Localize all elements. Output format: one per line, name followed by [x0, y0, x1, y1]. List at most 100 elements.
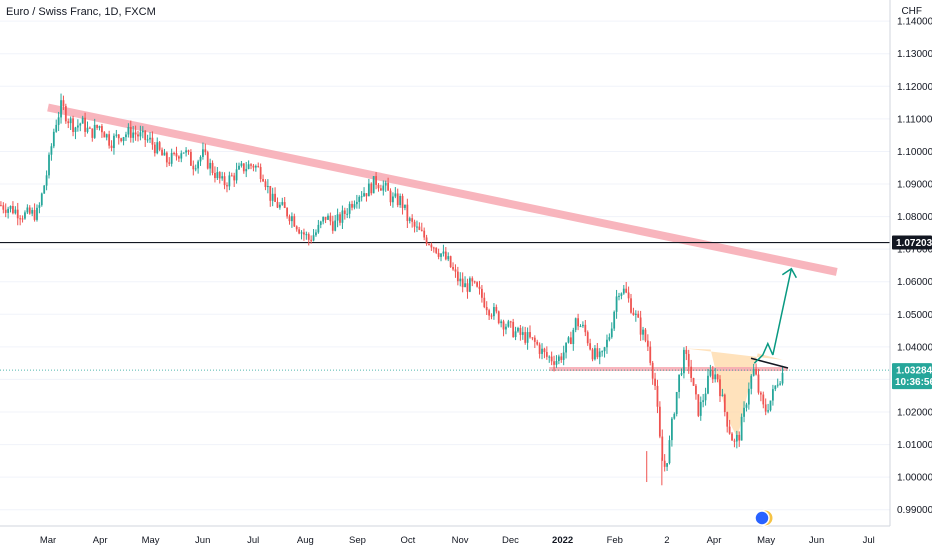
candle [481, 285, 483, 303]
candle [341, 205, 344, 230]
candle-body [478, 286, 481, 289]
candle [512, 318, 515, 338]
candle-body [293, 216, 296, 227]
candle-body [110, 145, 113, 149]
candle [396, 188, 399, 208]
candle-body [360, 196, 363, 198]
time-tick-label: 2 [664, 535, 669, 546]
economic-events-icon[interactable] [754, 509, 774, 527]
candle [582, 321, 584, 328]
candle-body [230, 175, 233, 177]
candle [731, 432, 733, 441]
candle [702, 394, 705, 408]
price-tick-label: 1.09000 [897, 180, 932, 191]
candle [591, 347, 594, 362]
candle-body [240, 163, 243, 166]
candle-body [661, 436, 664, 461]
candle-body [358, 196, 361, 202]
candle-body [194, 168, 197, 170]
candle [233, 172, 236, 187]
candle-body [531, 337, 534, 339]
candle [488, 308, 491, 320]
candle [9, 205, 12, 213]
candle [185, 147, 187, 157]
candle-body [281, 202, 284, 205]
candle-body [757, 374, 760, 393]
candle [125, 131, 127, 142]
candle-body [262, 179, 264, 182]
candle [375, 172, 377, 190]
candle-body [319, 221, 322, 225]
price-tick-label: 1.08000 [897, 212, 932, 223]
candle-body [603, 347, 606, 352]
candle-body [266, 185, 269, 188]
candle [428, 242, 430, 246]
candle-body [704, 393, 707, 401]
candle-body [670, 418, 673, 441]
candle [264, 179, 267, 191]
time-tick-label: 2022 [552, 535, 573, 546]
candle [331, 215, 334, 234]
candle-body [567, 337, 570, 343]
candle-body [444, 251, 447, 260]
price-tick-label: 1.06000 [897, 277, 932, 288]
candle [228, 171, 231, 191]
candle [96, 124, 99, 130]
candle [440, 253, 442, 262]
candle [315, 229, 317, 237]
candle [182, 152, 185, 154]
price-tick-label: 1.05000 [897, 310, 932, 321]
candle [517, 326, 519, 333]
candle [137, 130, 139, 142]
candle-body [423, 230, 426, 238]
candle-body [394, 193, 397, 197]
candle-body [755, 369, 757, 375]
candle-body [245, 168, 248, 172]
candle-body [341, 210, 344, 223]
candle [372, 175, 375, 194]
candle-body [113, 135, 115, 149]
candle-body [55, 124, 58, 132]
candle [24, 210, 26, 220]
candle [168, 157, 171, 166]
candle [377, 183, 380, 192]
candle [7, 206, 10, 219]
candle-body [743, 407, 745, 417]
candle-body [447, 256, 450, 260]
candle [596, 343, 599, 360]
price-grid [0, 20, 890, 511]
candle [322, 216, 325, 225]
price-tick-label: 1.14000 [897, 17, 932, 28]
candle [632, 307, 635, 316]
candle [55, 119, 58, 133]
candle [663, 454, 666, 472]
candle-body [209, 162, 212, 169]
candle-body [355, 201, 358, 205]
candle-body [437, 252, 440, 257]
candle-body [396, 193, 399, 206]
candle-body [57, 117, 60, 125]
candle [257, 162, 260, 168]
candle-body [331, 221, 334, 231]
candlestick-series [0, 93, 784, 486]
price-tick-label: 1.12000 [897, 82, 932, 93]
candle-body [502, 321, 505, 330]
candle-body [591, 349, 594, 360]
candle-body [348, 203, 351, 214]
candle-body [565, 342, 567, 353]
candle [699, 396, 702, 421]
candle [519, 325, 522, 341]
candle-body [678, 374, 681, 392]
candle [108, 130, 111, 149]
candle-body [0, 205, 2, 207]
candle-body [699, 401, 702, 416]
candle-body [524, 332, 527, 343]
candle-body [716, 374, 719, 380]
candle [714, 368, 717, 383]
candle-body [709, 370, 712, 376]
candle-body [252, 165, 255, 168]
candle [69, 116, 72, 130]
candle-body [495, 307, 498, 312]
time-tick-label: Apr [93, 535, 108, 546]
